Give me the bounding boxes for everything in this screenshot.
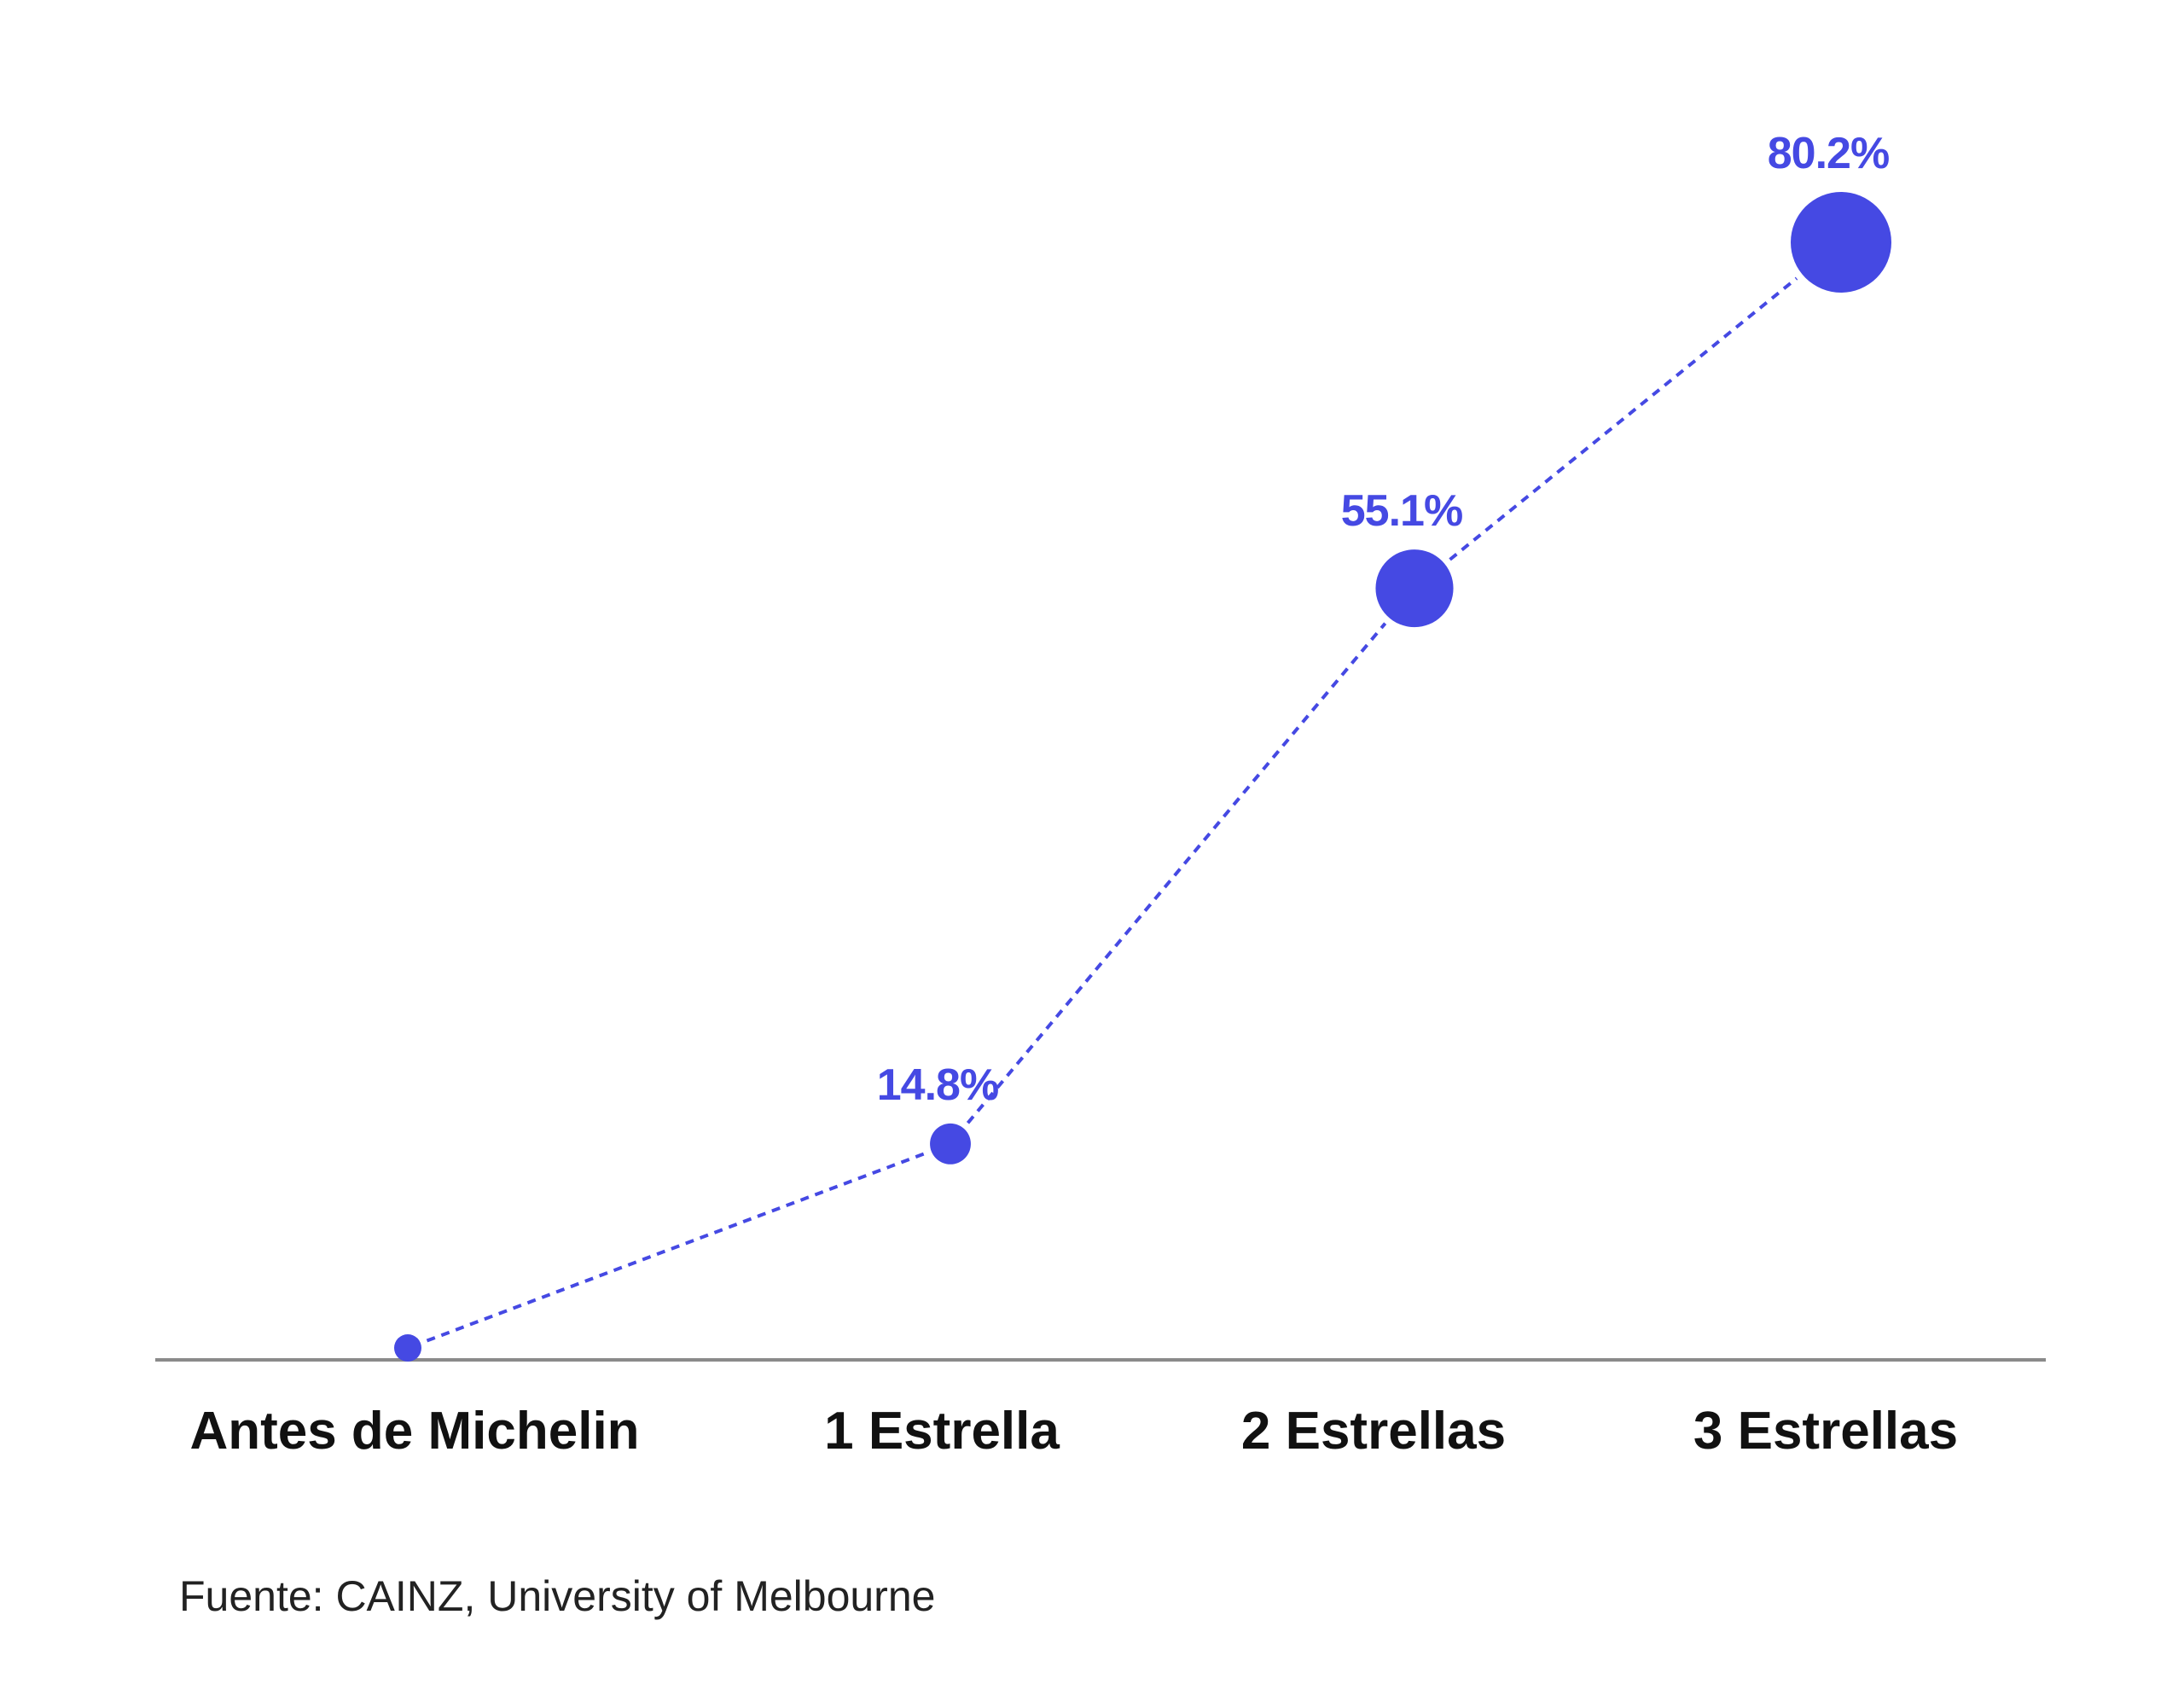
connector-lines	[426, 276, 1798, 1343]
source-note: Fuente: CAINZ, University of Melbourne	[179, 1572, 936, 1620]
data-point-2	[930, 1123, 971, 1165]
connector-segment	[426, 1152, 926, 1343]
connector-segment	[1449, 276, 1798, 561]
value-label-2: 14.8%	[877, 1060, 998, 1110]
connector-segment	[966, 622, 1387, 1124]
data-point-3	[1375, 549, 1454, 628]
value-label-4: 80.2%	[1768, 129, 1889, 178]
data-markers	[394, 192, 1891, 1362]
value-labels: 14.8% 55.1% 80.2%	[877, 129, 1890, 1110]
data-point-1	[394, 1334, 421, 1362]
data-point-4	[1791, 192, 1891, 293]
category-label-3: 2 Estrellas	[1241, 1402, 1506, 1461]
category-label-4: 3 Estrellas	[1693, 1402, 1958, 1461]
category-label-1: Antes de Michelin	[189, 1402, 639, 1461]
value-label-3: 55.1%	[1341, 486, 1462, 536]
category-label-2: 1 Estrella	[824, 1402, 1060, 1461]
category-labels: Antes de Michelin 1 Estrella 2 Estrellas 3 …	[189, 1402, 1958, 1461]
